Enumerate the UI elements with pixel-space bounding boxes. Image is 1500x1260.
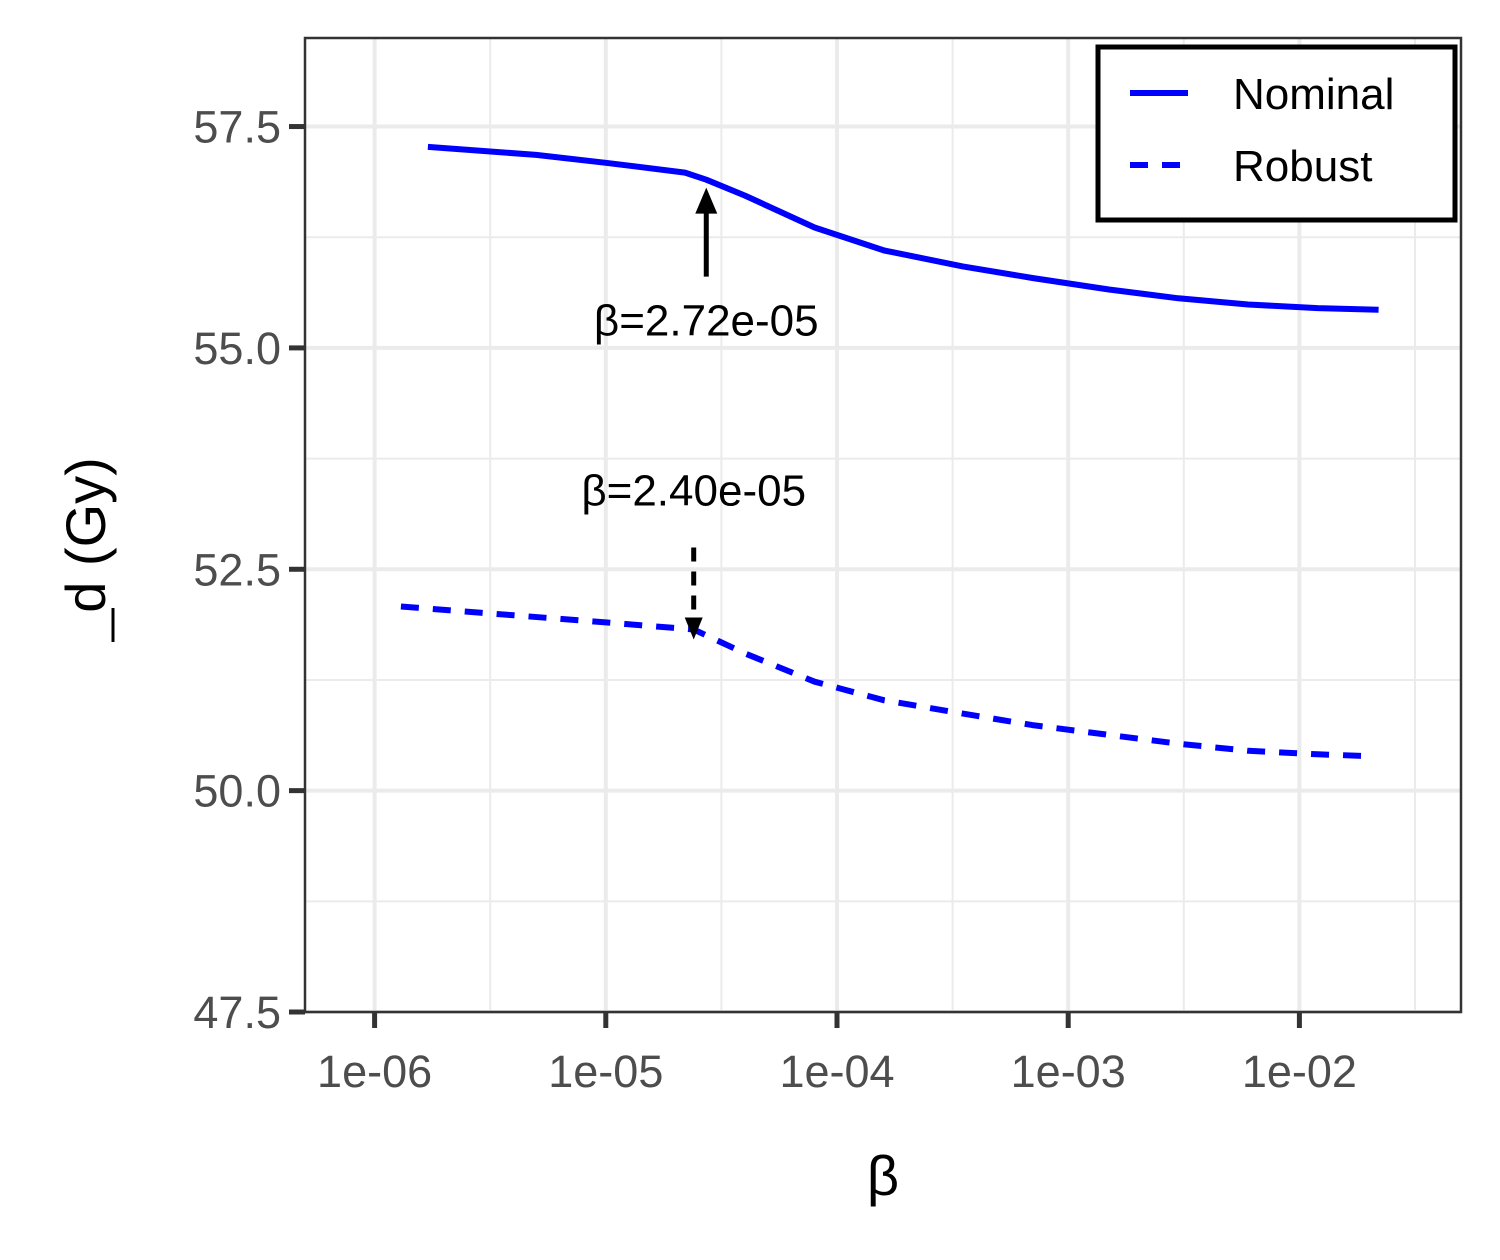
annotation-arrowhead bbox=[684, 617, 703, 640]
y-tick-label: 52.5 bbox=[193, 544, 281, 595]
legend: Nominal Robust bbox=[1095, 44, 1458, 223]
annotation-layer: β=2.72e-05 β=2.40e-05 bbox=[581, 187, 819, 640]
x-tick-label: 1e-03 bbox=[1011, 1046, 1126, 1097]
series-line-nominal bbox=[427, 143, 1379, 313]
axes: 1e-06 1e-05 1e-04 1e-03 1e-02 47.5 50.0 52.5 55.… bbox=[193, 102, 1357, 1097]
x-tick-label: 1e-05 bbox=[548, 1046, 663, 1097]
plot-panel-border bbox=[303, 36, 1463, 1014]
y-tick-label: 50.0 bbox=[193, 766, 281, 817]
annotation-label: β=2.40e-05 bbox=[581, 466, 806, 515]
y-tick-label: 47.5 bbox=[193, 987, 281, 1038]
y-axis-title-group: d (Gy) bbox=[54, 457, 117, 642]
x-tick-label: 1e-02 bbox=[1242, 1046, 1357, 1097]
annotation-arrowhead bbox=[695, 187, 718, 214]
legend-label-robust: Robust bbox=[1233, 142, 1372, 191]
y-tick-label: 55.0 bbox=[193, 323, 281, 374]
annotation-label: β=2.72e-05 bbox=[594, 297, 819, 346]
x-tick-label: 1e-06 bbox=[317, 1046, 432, 1097]
series-layer bbox=[400, 143, 1379, 760]
y-axis-title: d (Gy) bbox=[54, 457, 117, 613]
x-tick-label: 1e-04 bbox=[779, 1046, 894, 1097]
series-line-robust bbox=[400, 603, 1370, 760]
y-tick-label: 57.5 bbox=[193, 102, 281, 153]
legend-label-nominal: Nominal bbox=[1233, 70, 1394, 119]
legend-box bbox=[1095, 44, 1458, 223]
x-axis-title: β bbox=[867, 1144, 899, 1207]
grid bbox=[305, 38, 1461, 1014]
